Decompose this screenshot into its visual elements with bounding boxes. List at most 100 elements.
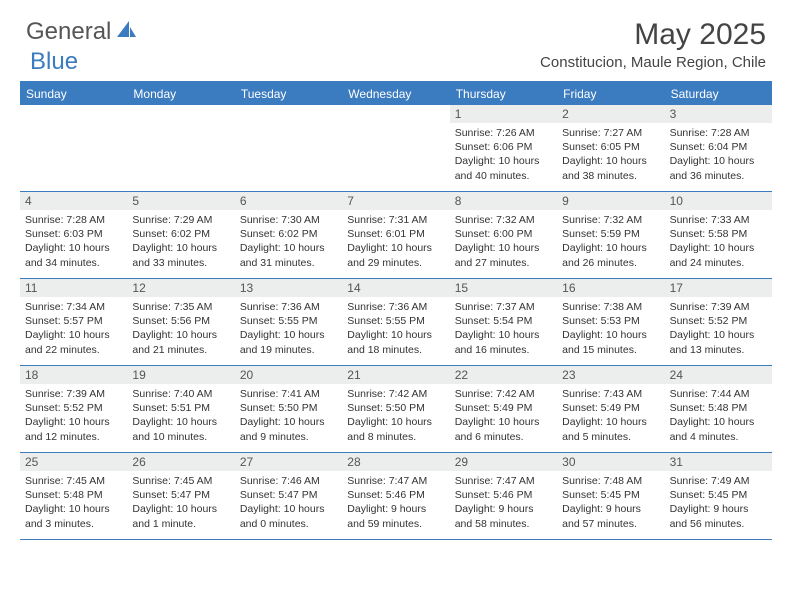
day-number bbox=[127, 105, 234, 123]
sunset-line: Sunset: 5:51 PM bbox=[132, 401, 229, 415]
sunrise-line: Sunrise: 7:43 AM bbox=[562, 387, 659, 401]
daylight-line: Daylight: 9 hours and 57 minutes. bbox=[562, 502, 659, 530]
day-details: Sunrise: 7:49 AMSunset: 5:45 PMDaylight:… bbox=[665, 471, 772, 535]
daylight-line: Daylight: 10 hours and 22 minutes. bbox=[25, 328, 122, 356]
day-details: Sunrise: 7:45 AMSunset: 5:48 PMDaylight:… bbox=[20, 471, 127, 535]
sunrise-line: Sunrise: 7:49 AM bbox=[670, 474, 767, 488]
sunset-line: Sunset: 5:56 PM bbox=[132, 314, 229, 328]
day-details: Sunrise: 7:28 AMSunset: 6:04 PMDaylight:… bbox=[665, 123, 772, 187]
sunset-line: Sunset: 5:46 PM bbox=[347, 488, 444, 502]
day-details: Sunrise: 7:36 AMSunset: 5:55 PMDaylight:… bbox=[342, 297, 449, 361]
sunrise-line: Sunrise: 7:32 AM bbox=[455, 213, 552, 227]
calendar-day-cell: 25Sunrise: 7:45 AMSunset: 5:48 PMDayligh… bbox=[20, 453, 127, 539]
sunset-line: Sunset: 5:59 PM bbox=[562, 227, 659, 241]
day-number: 6 bbox=[235, 192, 342, 210]
day-number: 7 bbox=[342, 192, 449, 210]
sunrise-line: Sunrise: 7:42 AM bbox=[455, 387, 552, 401]
day-details: Sunrise: 7:26 AMSunset: 6:06 PMDaylight:… bbox=[450, 123, 557, 187]
day-details: Sunrise: 7:30 AMSunset: 6:02 PMDaylight:… bbox=[235, 210, 342, 274]
sunset-line: Sunset: 5:49 PM bbox=[562, 401, 659, 415]
sunset-line: Sunset: 6:01 PM bbox=[347, 227, 444, 241]
sunrise-line: Sunrise: 7:31 AM bbox=[347, 213, 444, 227]
sunset-line: Sunset: 5:52 PM bbox=[25, 401, 122, 415]
daylight-line: Daylight: 10 hours and 18 minutes. bbox=[347, 328, 444, 356]
day-number: 8 bbox=[450, 192, 557, 210]
day-details: Sunrise: 7:36 AMSunset: 5:55 PMDaylight:… bbox=[235, 297, 342, 361]
sunset-line: Sunset: 6:02 PM bbox=[132, 227, 229, 241]
daylight-line: Daylight: 10 hours and 26 minutes. bbox=[562, 241, 659, 269]
sunset-line: Sunset: 6:02 PM bbox=[240, 227, 337, 241]
calendar-day-cell: 10Sunrise: 7:33 AMSunset: 5:58 PMDayligh… bbox=[665, 192, 772, 278]
weekday-header: Saturday bbox=[665, 83, 772, 105]
weekday-header-row: Sunday Monday Tuesday Wednesday Thursday… bbox=[20, 83, 772, 105]
day-number: 31 bbox=[665, 453, 772, 471]
day-details: Sunrise: 7:46 AMSunset: 5:47 PMDaylight:… bbox=[235, 471, 342, 535]
day-details: Sunrise: 7:45 AMSunset: 5:47 PMDaylight:… bbox=[127, 471, 234, 535]
calendar-week-row: 1Sunrise: 7:26 AMSunset: 6:06 PMDaylight… bbox=[20, 105, 772, 192]
day-details: Sunrise: 7:47 AMSunset: 5:46 PMDaylight:… bbox=[450, 471, 557, 535]
day-details: Sunrise: 7:34 AMSunset: 5:57 PMDaylight:… bbox=[20, 297, 127, 361]
weekday-header: Tuesday bbox=[235, 83, 342, 105]
sunrise-line: Sunrise: 7:33 AM bbox=[670, 213, 767, 227]
location-text: Constitucion, Maule Region, Chile bbox=[540, 54, 766, 71]
day-number: 11 bbox=[20, 279, 127, 297]
weekday-header: Sunday bbox=[20, 83, 127, 105]
sunrise-line: Sunrise: 7:32 AM bbox=[562, 213, 659, 227]
calendar-day-cell: 9Sunrise: 7:32 AMSunset: 5:59 PMDaylight… bbox=[557, 192, 664, 278]
calendar-day-cell: 5Sunrise: 7:29 AMSunset: 6:02 PMDaylight… bbox=[127, 192, 234, 278]
daylight-line: Daylight: 10 hours and 1 minute. bbox=[132, 502, 229, 530]
sunrise-line: Sunrise: 7:36 AM bbox=[240, 300, 337, 314]
day-number bbox=[20, 105, 127, 123]
sunset-line: Sunset: 5:47 PM bbox=[132, 488, 229, 502]
sunset-line: Sunset: 5:55 PM bbox=[347, 314, 444, 328]
day-number: 30 bbox=[557, 453, 664, 471]
day-number: 2 bbox=[557, 105, 664, 123]
daylight-line: Daylight: 10 hours and 34 minutes. bbox=[25, 241, 122, 269]
calendar-day-cell bbox=[342, 105, 449, 191]
sunset-line: Sunset: 5:46 PM bbox=[455, 488, 552, 502]
calendar-week-row: 4Sunrise: 7:28 AMSunset: 6:03 PMDaylight… bbox=[20, 192, 772, 279]
day-number: 16 bbox=[557, 279, 664, 297]
day-details: Sunrise: 7:40 AMSunset: 5:51 PMDaylight:… bbox=[127, 384, 234, 448]
calendar-day-cell: 19Sunrise: 7:40 AMSunset: 5:51 PMDayligh… bbox=[127, 366, 234, 452]
sunrise-line: Sunrise: 7:37 AM bbox=[455, 300, 552, 314]
calendar-day-cell: 17Sunrise: 7:39 AMSunset: 5:52 PMDayligh… bbox=[665, 279, 772, 365]
sunrise-line: Sunrise: 7:42 AM bbox=[347, 387, 444, 401]
day-number: 20 bbox=[235, 366, 342, 384]
title-block: May 2025 Constitucion, Maule Region, Chi… bbox=[540, 18, 766, 71]
sunrise-line: Sunrise: 7:36 AM bbox=[347, 300, 444, 314]
day-number: 22 bbox=[450, 366, 557, 384]
daylight-line: Daylight: 9 hours and 58 minutes. bbox=[455, 502, 552, 530]
daylight-line: Daylight: 10 hours and 6 minutes. bbox=[455, 415, 552, 443]
sunrise-line: Sunrise: 7:47 AM bbox=[347, 474, 444, 488]
day-number bbox=[342, 105, 449, 123]
month-title: May 2025 bbox=[540, 18, 766, 52]
day-number: 23 bbox=[557, 366, 664, 384]
calendar-day-cell bbox=[127, 105, 234, 191]
sunset-line: Sunset: 6:03 PM bbox=[25, 227, 122, 241]
calendar-day-cell: 2Sunrise: 7:27 AMSunset: 6:05 PMDaylight… bbox=[557, 105, 664, 191]
calendar-day-cell: 23Sunrise: 7:43 AMSunset: 5:49 PMDayligh… bbox=[557, 366, 664, 452]
day-number: 10 bbox=[665, 192, 772, 210]
day-details: Sunrise: 7:47 AMSunset: 5:46 PMDaylight:… bbox=[342, 471, 449, 535]
sunrise-line: Sunrise: 7:45 AM bbox=[132, 474, 229, 488]
sunrise-line: Sunrise: 7:39 AM bbox=[670, 300, 767, 314]
sunset-line: Sunset: 6:06 PM bbox=[455, 140, 552, 154]
sunset-line: Sunset: 6:00 PM bbox=[455, 227, 552, 241]
daylight-line: Daylight: 9 hours and 59 minutes. bbox=[347, 502, 444, 530]
calendar: Sunday Monday Tuesday Wednesday Thursday… bbox=[20, 81, 772, 540]
day-details: Sunrise: 7:33 AMSunset: 5:58 PMDaylight:… bbox=[665, 210, 772, 274]
sunrise-line: Sunrise: 7:41 AM bbox=[240, 387, 337, 401]
daylight-line: Daylight: 10 hours and 29 minutes. bbox=[347, 241, 444, 269]
day-details: Sunrise: 7:39 AMSunset: 5:52 PMDaylight:… bbox=[20, 384, 127, 448]
sunrise-line: Sunrise: 7:34 AM bbox=[25, 300, 122, 314]
calendar-day-cell: 28Sunrise: 7:47 AMSunset: 5:46 PMDayligh… bbox=[342, 453, 449, 539]
daylight-line: Daylight: 10 hours and 21 minutes. bbox=[132, 328, 229, 356]
day-number: 17 bbox=[665, 279, 772, 297]
calendar-day-cell: 24Sunrise: 7:44 AMSunset: 5:48 PMDayligh… bbox=[665, 366, 772, 452]
sunrise-line: Sunrise: 7:40 AM bbox=[132, 387, 229, 401]
sunset-line: Sunset: 5:45 PM bbox=[670, 488, 767, 502]
sunset-line: Sunset: 5:50 PM bbox=[347, 401, 444, 415]
daylight-line: Daylight: 10 hours and 16 minutes. bbox=[455, 328, 552, 356]
day-number: 29 bbox=[450, 453, 557, 471]
